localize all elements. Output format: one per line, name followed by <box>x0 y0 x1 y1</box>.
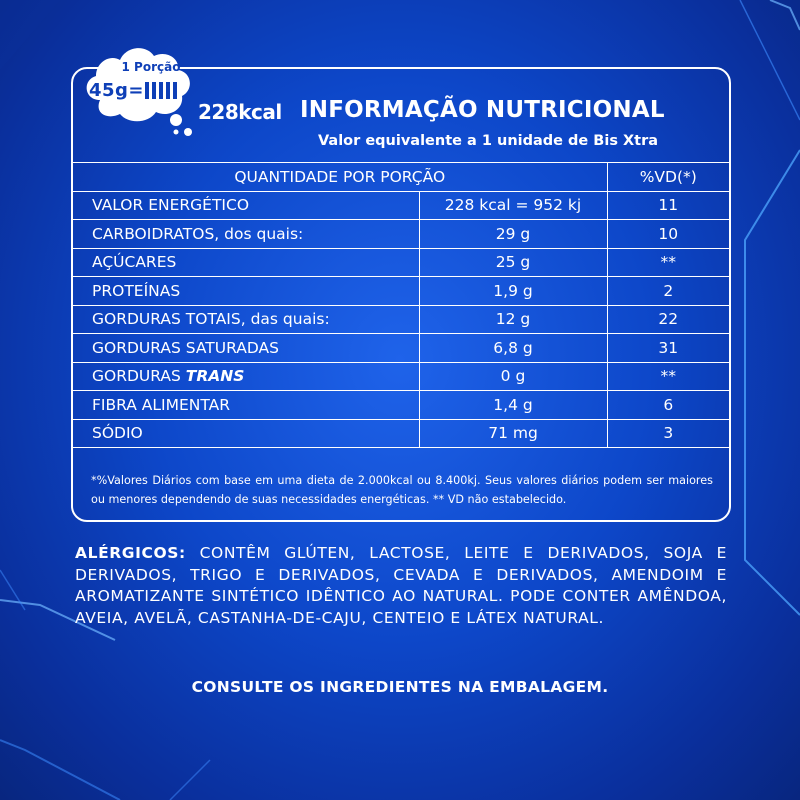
table-row: SÓDIO 71 mg 3 <box>73 419 729 448</box>
page-title: INFORMAÇÃO NUTRICIONAL <box>300 97 665 123</box>
table-row: GORDURAS TRANS 0 g ** <box>73 362 729 391</box>
nutrient-name: SÓDIO <box>73 419 419 448</box>
nutrient-name: CARBOIDRATOS, dos quais: <box>73 219 419 249</box>
header-quantity: QUANTIDADE POR PORÇÃO <box>73 162 607 192</box>
nutrient-quantity: 29 g <box>418 219 607 249</box>
allergens-notice: ALÉRGICOS: CONTÊM GLÚTEN, LACTOSE, LEITE… <box>75 543 727 629</box>
nutrient-name: AÇÚCARES <box>73 248 419 277</box>
nutrient-vd: 2 <box>606 276 729 306</box>
nutrient-vd: 22 <box>606 305 729 334</box>
allergens-text: CONTÊM GLÚTEN, LACTOSE, LEITE E DERIVADO… <box>75 544 727 627</box>
portion-units-icon <box>145 82 180 101</box>
consult-ingredients-notice: CONSULTE OS INGREDIENTES NA EMBALAGEM. <box>191 678 609 696</box>
page-subtitle: Valor equivalente a 1 unidade de Bis Xtr… <box>318 133 659 149</box>
nutrient-quantity: 1,9 g <box>418 276 607 306</box>
allergens-label: ALÉRGICOS: <box>75 544 186 562</box>
nutrient-name: GORDURAS SATURADAS <box>73 333 419 363</box>
table-header-row: QUANTIDADE POR PORÇÃO %VD(*) <box>73 162 729 192</box>
nutrient-vd: 11 <box>606 191 729 220</box>
portion-cloud-badge <box>86 48 192 136</box>
nutrient-name: GORDURAS TOTAIS, das quais: <box>73 305 419 334</box>
nutrient-quantity: 12 g <box>418 305 607 334</box>
table-row: PROTEÍNAS 1,9 g 2 <box>73 276 729 306</box>
nutrient-vd: 10 <box>606 219 729 249</box>
nutrition-table: QUANTIDADE POR PORÇÃO %VD(*) VALOR ENERG… <box>73 162 729 448</box>
nutrient-name-prefix: GORDURAS <box>92 367 186 386</box>
nutrient-quantity: 0 g <box>418 362 607 391</box>
nutrient-vd: 6 <box>606 390 729 420</box>
nutrient-quantity: 25 g <box>418 248 607 277</box>
nutrient-vd: 31 <box>606 333 729 363</box>
nutrient-vd: ** <box>606 362 729 391</box>
table-footnote: *%Valores Diários com base em uma dieta … <box>91 474 713 506</box>
nutrient-name: PROTEÍNAS <box>73 276 419 306</box>
portion-label: 1 Porção <box>121 60 181 74</box>
nutrient-quantity: 71 mg <box>418 419 607 448</box>
table-row: CARBOIDRATOS, dos quais: 29 g 10 <box>73 219 729 249</box>
header-vd: %VD(*) <box>606 162 729 192</box>
table-row: AÇÚCARES 25 g ** <box>73 248 729 277</box>
nutrient-vd: 3 <box>606 419 729 448</box>
table-row: FIBRA ALIMENTAR 1,4 g 6 <box>73 390 729 420</box>
table-row: VALOR ENERGÉTICO 228 kcal = 952 kj 11 <box>73 191 729 220</box>
nutrition-panel <box>71 67 731 522</box>
nutrient-quantity: 6,8 g <box>418 333 607 363</box>
nutrient-name: GORDURAS TRANS <box>73 362 419 391</box>
trans-emphasis: TRANS <box>185 367 245 386</box>
table-row: GORDURAS SATURADAS 6,8 g 31 <box>73 333 729 363</box>
nutrient-quantity: 1,4 g <box>418 390 607 420</box>
nutrient-quantity: 228 kcal = 952 kj <box>418 191 607 220</box>
portion-kcal: 228kcal <box>198 100 282 124</box>
nutrient-vd: ** <box>606 248 729 277</box>
portion-weight: 45g= <box>89 80 145 101</box>
nutrient-name: VALOR ENERGÉTICO <box>73 191 419 220</box>
table-row: GORDURAS TOTAIS, das quais: 12 g 22 <box>73 305 729 334</box>
nutrient-name: FIBRA ALIMENTAR <box>73 390 419 420</box>
